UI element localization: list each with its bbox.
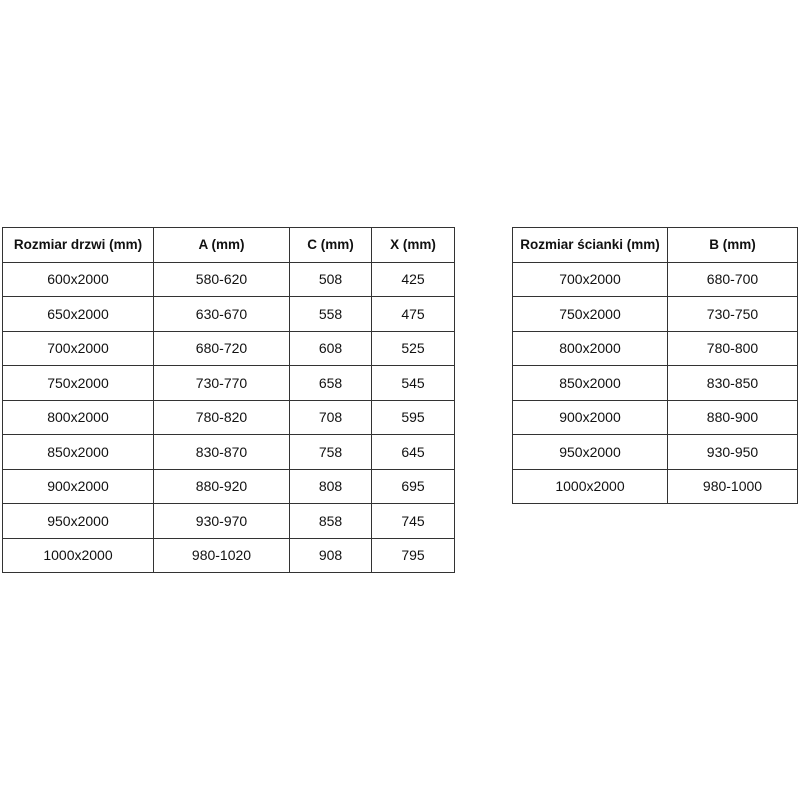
- table-cell: 745: [371, 503, 455, 539]
- table-cell: 630-670: [153, 296, 290, 332]
- column-header: C (mm): [289, 227, 372, 263]
- table-cell: 600x2000: [2, 261, 154, 297]
- table-cell: 830-870: [153, 434, 290, 470]
- table-cell: 508: [289, 261, 372, 297]
- table-row: 950x2000 930-970 858 745: [2, 503, 455, 539]
- table-cell: 595: [371, 399, 455, 435]
- column-header: Rozmiar ścianki (mm): [512, 227, 668, 263]
- table-row: 600x2000 580-620 508 425: [2, 261, 455, 297]
- table-cell: 908: [289, 537, 372, 573]
- door-size-table: Rozmiar drzwi (mm) A (mm) C (mm) X (mm) 600…: [2, 227, 455, 573]
- table-cell: 525: [371, 330, 455, 366]
- table-cell: 700x2000: [2, 330, 154, 366]
- table-cell: 425: [371, 261, 455, 297]
- table-row: 700x2000 680-700: [512, 261, 798, 297]
- table-cell: 700x2000: [512, 261, 668, 297]
- table-cell: 800x2000: [512, 330, 668, 366]
- table-header-row: Rozmiar ścianki (mm) B (mm): [512, 227, 798, 263]
- table-cell: 880-900: [667, 399, 798, 435]
- table-row: 1000x2000 980-1000: [512, 468, 798, 504]
- table-cell: 730-750: [667, 296, 798, 332]
- table-cell: 730-770: [153, 365, 290, 401]
- table-row: 750x2000 730-770 658 545: [2, 365, 455, 401]
- table-cell: 680-700: [667, 261, 798, 297]
- table-cell: 900x2000: [512, 399, 668, 435]
- table-cell: 780-800: [667, 330, 798, 366]
- wall-size-table: Rozmiar ścianki (mm) B (mm) 700x2000 680-7…: [512, 227, 798, 504]
- table-cell: 645: [371, 434, 455, 470]
- table-cell: 795: [371, 537, 455, 573]
- table-cell: 580-620: [153, 261, 290, 297]
- table-cell: 930-970: [153, 503, 290, 539]
- table-cell: 808: [289, 468, 372, 504]
- table-row: 750x2000 730-750: [512, 296, 798, 332]
- table-cell: 950x2000: [512, 434, 668, 470]
- table-cell: 558: [289, 296, 372, 332]
- table-cell: 750x2000: [2, 365, 154, 401]
- table-cell: 880-920: [153, 468, 290, 504]
- table-cell: 780-820: [153, 399, 290, 435]
- table-row: 800x2000 780-800: [512, 330, 798, 366]
- table-row: 850x2000 830-850: [512, 365, 798, 401]
- column-header: Rozmiar drzwi (mm): [2, 227, 154, 263]
- table-header-row: Rozmiar drzwi (mm) A (mm) C (mm) X (mm): [2, 227, 455, 263]
- table-row: 850x2000 830-870 758 645: [2, 434, 455, 470]
- table-row: 650x2000 630-670 558 475: [2, 296, 455, 332]
- table-cell: 980-1020: [153, 537, 290, 573]
- column-header: A (mm): [153, 227, 290, 263]
- table-cell: 658: [289, 365, 372, 401]
- table-cell: 800x2000: [2, 399, 154, 435]
- table-cell: 608: [289, 330, 372, 366]
- table-cell: 858: [289, 503, 372, 539]
- table-row: 1000x2000 980-1020 908 795: [2, 537, 455, 573]
- table-cell: 850x2000: [512, 365, 668, 401]
- column-header: X (mm): [371, 227, 455, 263]
- table-cell: 545: [371, 365, 455, 401]
- table-cell: 1000x2000: [512, 468, 668, 504]
- column-header: B (mm): [667, 227, 798, 263]
- table-cell: 850x2000: [2, 434, 154, 470]
- table-row: 900x2000 880-920 808 695: [2, 468, 455, 504]
- table-row: 950x2000 930-950: [512, 434, 798, 470]
- table-cell: 1000x2000: [2, 537, 154, 573]
- table-cell: 475: [371, 296, 455, 332]
- table-row: 700x2000 680-720 608 525: [2, 330, 455, 366]
- table-cell: 695: [371, 468, 455, 504]
- table-cell: 900x2000: [2, 468, 154, 504]
- table-cell: 930-950: [667, 434, 798, 470]
- table-cell: 650x2000: [2, 296, 154, 332]
- table-row: 900x2000 880-900: [512, 399, 798, 435]
- table-cell: 830-850: [667, 365, 798, 401]
- table-cell: 758: [289, 434, 372, 470]
- table-cell: 980-1000: [667, 468, 798, 504]
- table-row: 800x2000 780-820 708 595: [2, 399, 455, 435]
- table-cell: 680-720: [153, 330, 290, 366]
- table-cell: 708: [289, 399, 372, 435]
- table-cell: 750x2000: [512, 296, 668, 332]
- table-cell: 950x2000: [2, 503, 154, 539]
